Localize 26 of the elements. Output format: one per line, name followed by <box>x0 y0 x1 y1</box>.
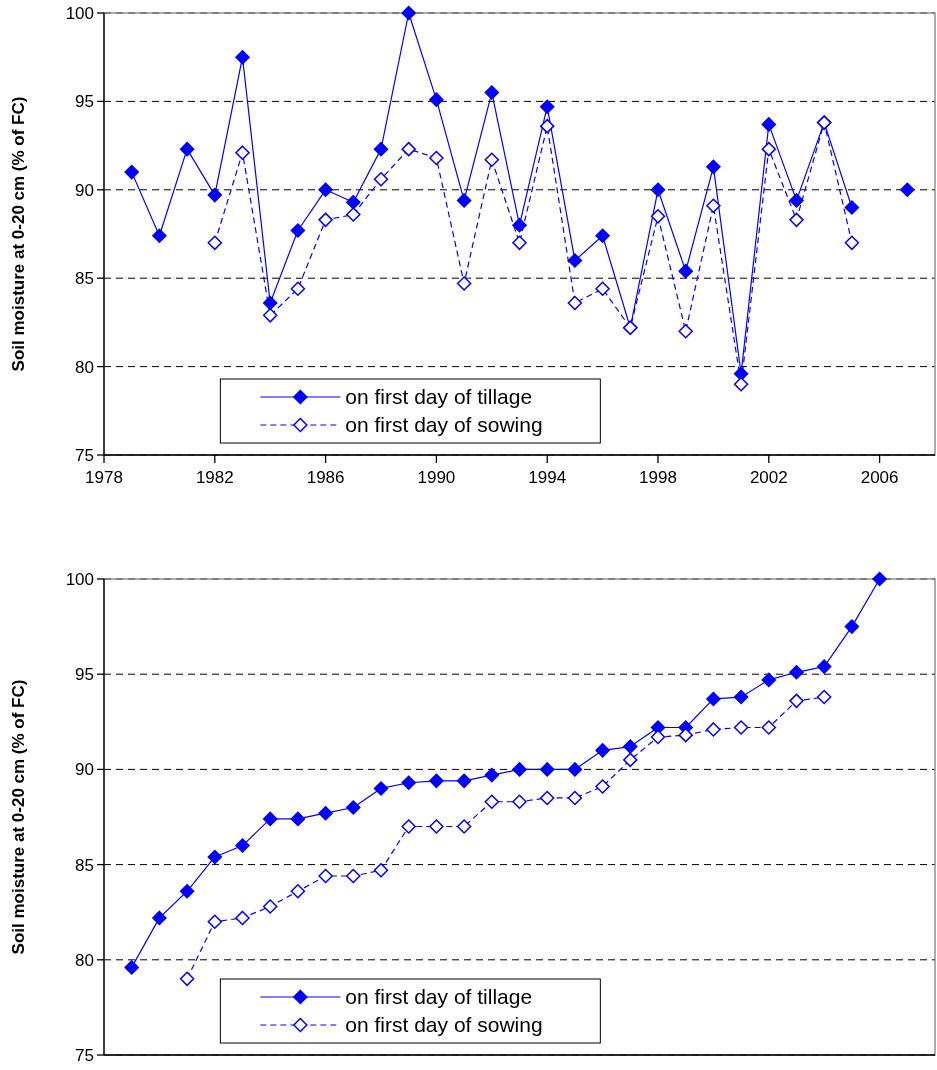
x-tick-label: 1986 <box>306 468 345 487</box>
y-tick-label: 90 <box>75 180 94 200</box>
legend-label: on first day of sowing <box>345 413 543 437</box>
y-tick-label: 90 <box>75 760 94 780</box>
x-tick-label: 1978 <box>85 468 123 487</box>
x-tick-label: 2002 <box>749 468 788 487</box>
x-tick-label: 1998 <box>639 468 677 487</box>
legend-label: on first day of sowing <box>345 1013 543 1037</box>
x-tick-label: 1982 <box>195 468 234 487</box>
y-tick-label: 75 <box>75 445 94 465</box>
y-axis-title: Soil moisture at 0-20 cm (% of FC) <box>9 679 28 955</box>
y-tick-label: 100 <box>65 569 94 589</box>
y-tick-label: 95 <box>75 92 94 112</box>
legend-label: on first day of tillage <box>345 385 533 409</box>
y-tick-label: 85 <box>75 855 94 875</box>
y-tick-label: 80 <box>75 950 94 970</box>
legend-label: on first day of tillage <box>345 985 533 1009</box>
y-tick-label: 80 <box>75 357 94 377</box>
y-tick-label: 95 <box>75 665 94 685</box>
y-tick-label: 85 <box>75 269 94 289</box>
y-tick-label: 75 <box>75 1045 94 1065</box>
x-tick-label: 2006 <box>860 468 899 487</box>
y-tick-label: 100 <box>65 3 94 23</box>
x-tick-label: 1994 <box>528 468 567 487</box>
y-axis-title: Soil moisture at 0-20 cm (% of FC) <box>9 96 28 372</box>
x-tick-label: 1990 <box>417 468 456 487</box>
